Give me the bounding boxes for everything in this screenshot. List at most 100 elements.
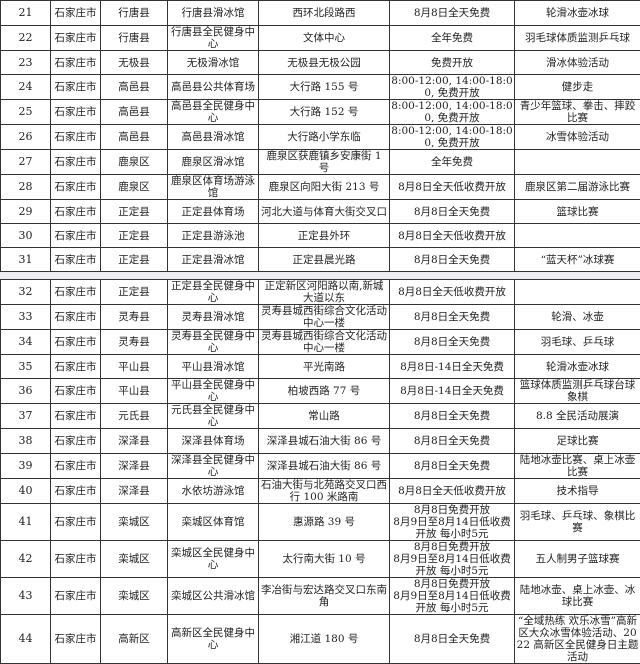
policy-cell: 8月8日全天低收费开放 [390, 175, 515, 200]
policy-cell: 8月8日-14日全天免费 [390, 355, 515, 379]
row-number: 23 [1, 51, 51, 75]
city-cell: 石家庄市 [51, 305, 101, 330]
row-number: 39 [1, 454, 51, 479]
county-cell: 深泽县 [101, 454, 168, 479]
address-cell: 平光南路 [259, 355, 390, 379]
city-cell: 石家庄市 [51, 454, 101, 479]
city-cell: 石家庄市 [51, 429, 101, 454]
county-cell: 灵寿县 [101, 330, 168, 355]
row-number: 27 [1, 150, 51, 175]
venue-cell: 灵寿县全民健身中心 [168, 330, 259, 355]
activity-cell [515, 150, 640, 175]
venue-cell: 平山县滑冰馆 [168, 355, 259, 379]
policy-cell: 8月8日免费开放 8月9日至8月14日低收费开放 每小时5元 [390, 578, 515, 615]
venue-cell: 鹿泉区体育场游泳馆 [168, 175, 259, 200]
policy-cell: 8月8日免费开放 8月9日至8月14日低收费开放 每小时5元 [390, 541, 515, 578]
address-cell: 鹿泉区向阳大街 213 号 [259, 175, 390, 200]
city-cell: 石家庄市 [51, 504, 101, 541]
city-cell: 石家庄市 [51, 175, 101, 200]
county-cell: 正定县 [101, 280, 168, 305]
address-cell: 文体中心 [259, 26, 390, 51]
city-cell: 石家庄市 [51, 330, 101, 355]
county-cell: 行唐县 [101, 26, 168, 51]
row-number: 31 [1, 248, 51, 272]
venue-cell: 水依坊游泳馆 [168, 479, 259, 504]
policy-cell: 8月8日全天免费 [390, 305, 515, 330]
row-number: 33 [1, 305, 51, 330]
policy-cell: 8:00-12:00, 14:00-18:00, 免费开放 [390, 75, 515, 100]
city-cell: 石家庄市 [51, 578, 101, 615]
row-number: 28 [1, 175, 51, 200]
activity-cell: 轮滑冰壶冰球 [515, 355, 640, 379]
row-number: 40 [1, 479, 51, 504]
activity-cell [515, 280, 640, 305]
address-cell: 无极县无极公园 [259, 51, 390, 75]
address-cell: 西环北段路西 [259, 1, 390, 26]
row-number: 36 [1, 379, 51, 404]
address-cell: 大行路 152 号 [259, 100, 390, 125]
city-cell: 石家庄市 [51, 150, 101, 175]
county-cell: 栾城区 [101, 578, 168, 615]
activity-cell: 轮滑冰壶冰球 [515, 1, 640, 26]
policy-cell: 8月8日全天低收费开放 [390, 479, 515, 504]
row-number: 26 [1, 125, 51, 150]
activity-cell: 冰雪体验活动 [515, 125, 640, 150]
venue-cell: 无极滑冰馆 [168, 51, 259, 75]
address-cell: 正定新区河阳路以南,新城大道以东 [259, 280, 390, 305]
activity-cell: 陆地冰壶、桌上冰壶、冰球比赛 [515, 578, 640, 615]
activity-cell: 羽毛球、乒乓球 [515, 330, 640, 355]
policy-cell: 8月8日全天免费 [390, 330, 515, 355]
policy-cell: 8:00-12:00, 14:00-18:00, 免费开放 [390, 125, 515, 150]
policy-cell: 8月8日全天免费 [390, 1, 515, 26]
policy-cell: 8月8日全天免费 [390, 615, 515, 664]
county-cell: 深泽县 [101, 479, 168, 504]
address-cell: 大行路小学东临 [259, 125, 390, 150]
policy-cell: 8月8日全天免费 [390, 200, 515, 224]
address-cell: 太行南大街 10 号 [259, 541, 390, 578]
county-cell: 高新区 [101, 615, 168, 664]
venue-cell: 高邑县公共体育场 [168, 75, 259, 100]
venue-cell: 鹿泉区滑冰馆 [168, 150, 259, 175]
activity-cell: 轮滑、冰壶 [515, 305, 640, 330]
venue-cell: 行唐县全民健身中心 [168, 26, 259, 51]
address-cell: 惠源路 39 号 [259, 504, 390, 541]
activity-cell: 足球比赛 [515, 429, 640, 454]
county-cell: 高邑县 [101, 100, 168, 125]
row-number: 30 [1, 224, 51, 248]
policy-cell: 全年免费 [390, 26, 515, 51]
county-cell: 鹿泉区 [101, 175, 168, 200]
city-cell: 石家庄市 [51, 248, 101, 272]
county-cell: 深泽县 [101, 429, 168, 454]
county-cell: 无极县 [101, 51, 168, 75]
row-number: 24 [1, 75, 51, 100]
venue-cell: 正定县体育场 [168, 200, 259, 224]
activity-cell: 羽毛球体质监测乒乓球 [515, 26, 640, 51]
policy-cell: 8:00-12:00, 14:00-18:00, 免费开放 [390, 100, 515, 125]
address-cell: 柏坡西路 77 号 [259, 379, 390, 404]
venue-cell: 正定县游泳池 [168, 224, 259, 248]
county-cell: 高邑县 [101, 75, 168, 100]
county-cell: 栾城区 [101, 541, 168, 578]
county-cell: 鹿泉区 [101, 150, 168, 175]
city-cell: 石家庄市 [51, 51, 101, 75]
city-cell: 石家庄市 [51, 541, 101, 578]
row-number: 22 [1, 26, 51, 51]
row-number: 32 [1, 280, 51, 305]
venue-cell: 栾城区全民健身中心 [168, 541, 259, 578]
county-cell: 正定县 [101, 224, 168, 248]
address-cell: 常山路 [259, 404, 390, 429]
row-number: 41 [1, 504, 51, 541]
county-cell: 行唐县 [101, 1, 168, 26]
